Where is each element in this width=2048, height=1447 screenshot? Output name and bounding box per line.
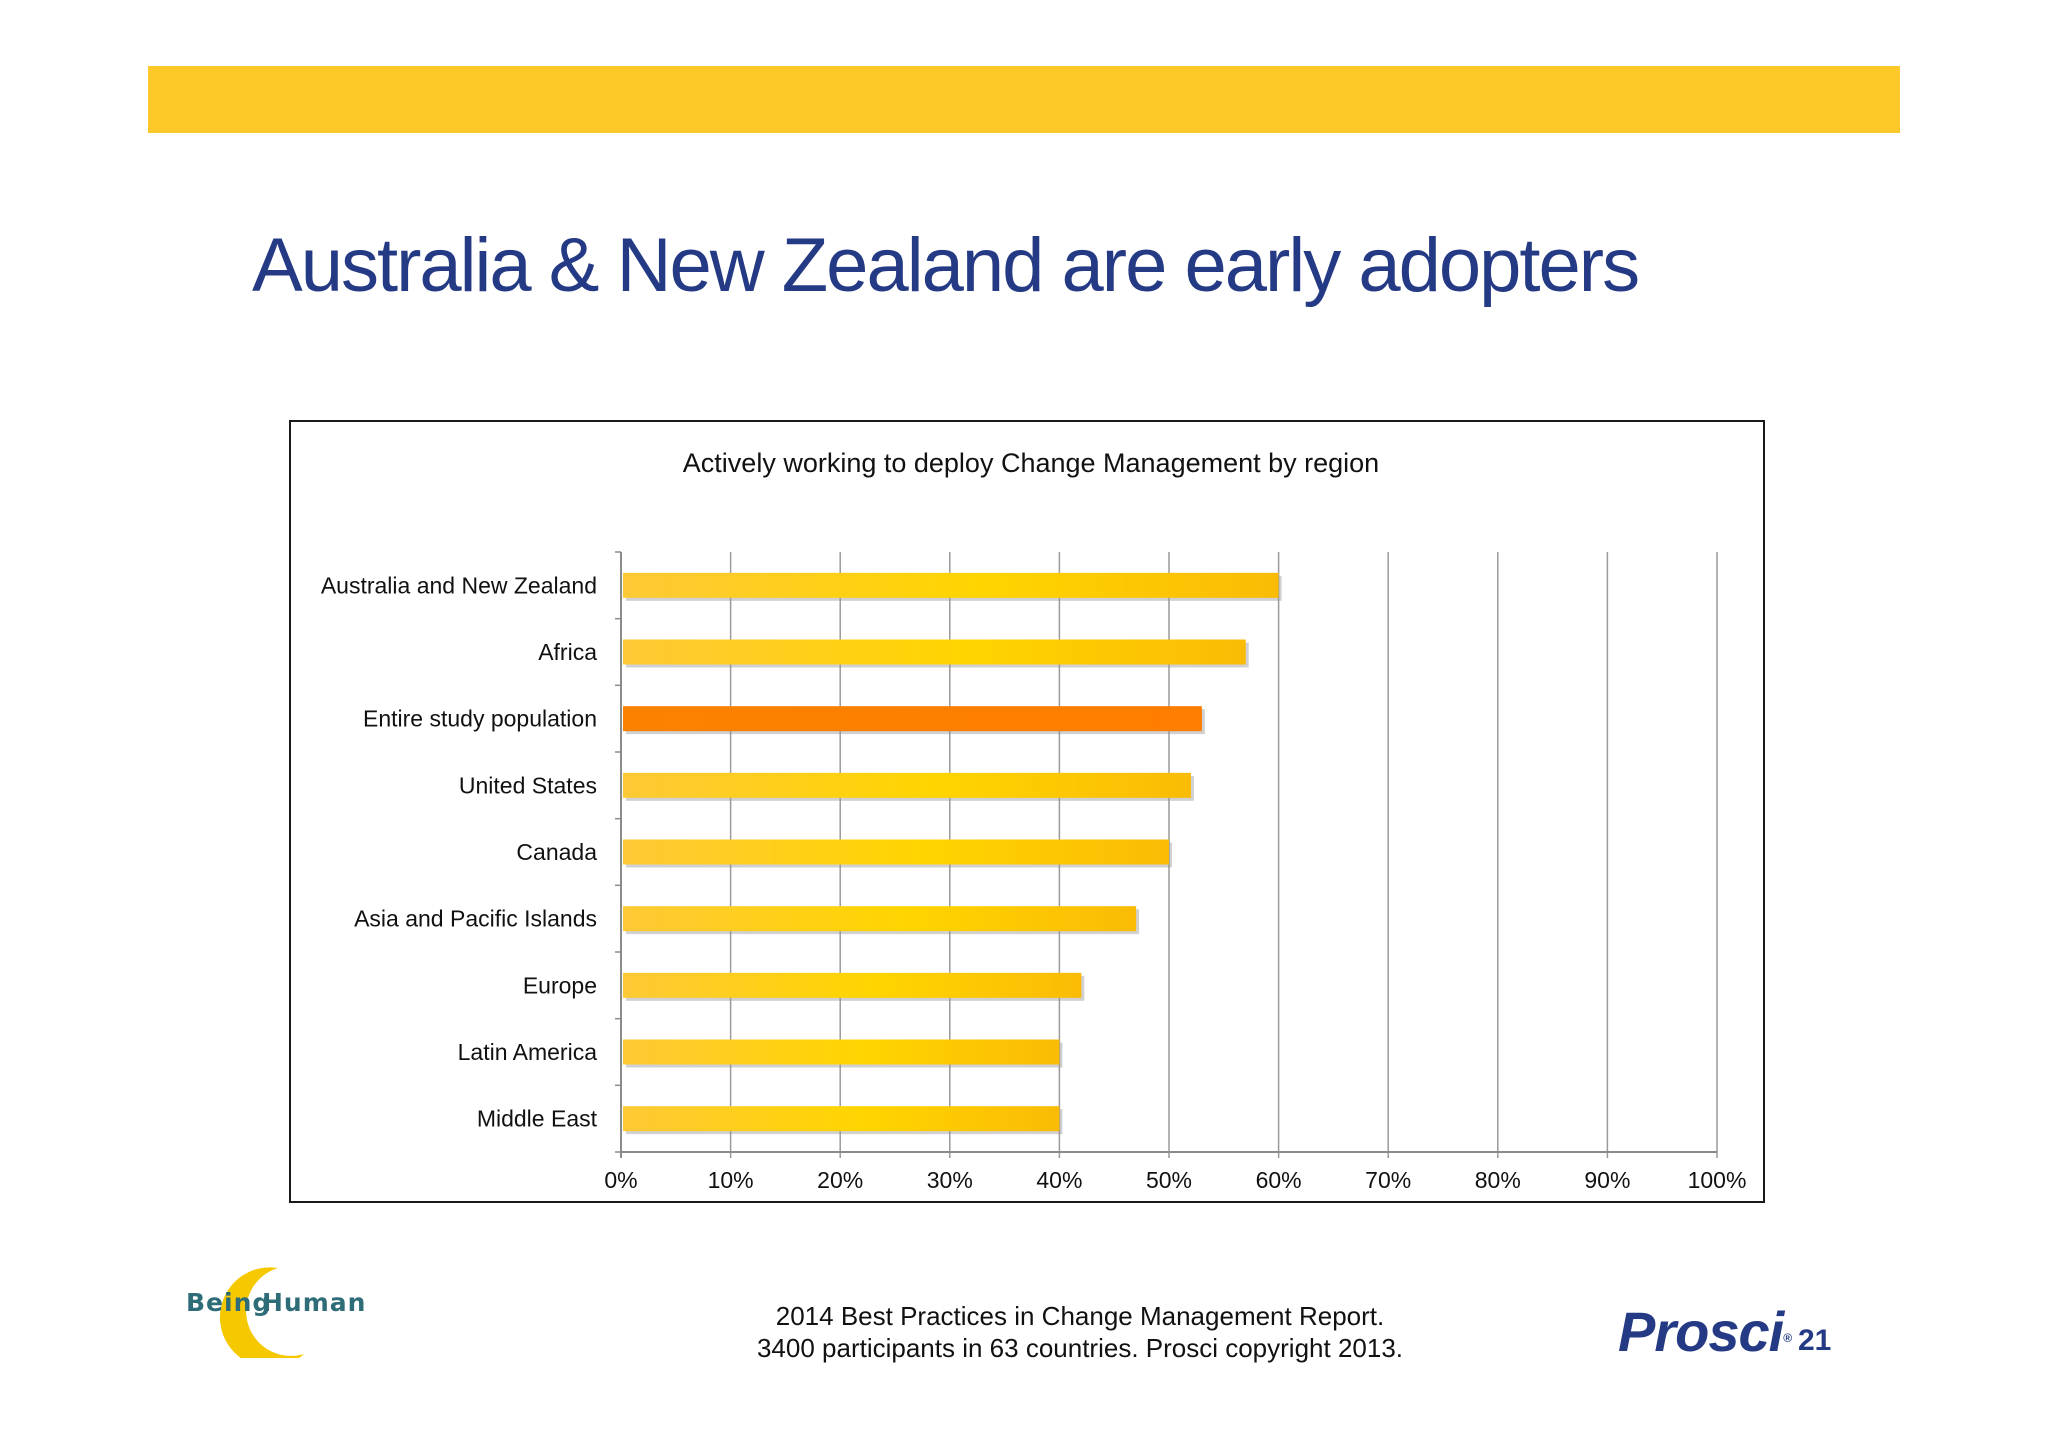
- logo-word-being: Being: [186, 1288, 272, 1317]
- bar: [623, 1039, 1060, 1065]
- chart-frame: Actively working to deploy Change Manage…: [289, 420, 1765, 1203]
- x-tick-label: 10%: [708, 1167, 754, 1193]
- crescent-moon-icon: [219, 1267, 304, 1358]
- x-tick-label: 30%: [927, 1167, 973, 1193]
- being-human-logo: Being Human: [186, 1258, 365, 1358]
- header-band: [148, 66, 1900, 133]
- bar-chart: Actively working to deploy Change Manage…: [321, 448, 1747, 1193]
- x-tick-label: 70%: [1365, 1167, 1411, 1193]
- category-label: Entire study population: [363, 706, 597, 732]
- x-tick-label: 50%: [1146, 1167, 1192, 1193]
- category-label: United States: [459, 772, 597, 798]
- bar-highlight: [623, 706, 1202, 732]
- bar: [623, 906, 1137, 932]
- bar: [623, 839, 1169, 865]
- footer-line-2: 3400 participants in 63 countries. Prosc…: [756, 1333, 1404, 1363]
- x-tick-label: 90%: [1584, 1167, 1630, 1193]
- page-number: 21: [1798, 1324, 1832, 1357]
- category-label: Canada: [516, 839, 597, 865]
- x-tick-label: 40%: [1036, 1167, 1082, 1193]
- footer-line-1: 2014 Best Practices in Change Management…: [775, 1301, 1385, 1331]
- x-tick-label: 20%: [817, 1167, 863, 1193]
- bar: [623, 772, 1191, 798]
- chart-title: Actively working to deploy Change Manage…: [683, 448, 1379, 478]
- slide-title: Australia & New Zealand are early adopte…: [252, 223, 1640, 308]
- category-label: Europe: [523, 972, 597, 998]
- bar: [623, 639, 1246, 665]
- category-label: Africa: [538, 639, 597, 665]
- bar: [623, 972, 1082, 998]
- footer-citation: 2014 Best Practices in Change Management…: [700, 1300, 1460, 1364]
- category-label: Australia and New Zealand: [321, 572, 597, 598]
- x-tick-label: 80%: [1475, 1167, 1521, 1193]
- category-label: Latin America: [458, 1039, 598, 1065]
- x-tick-label: 60%: [1256, 1167, 1302, 1193]
- prosci-logo-text: Prosci: [1618, 1300, 1784, 1363]
- bar: [623, 1106, 1060, 1132]
- logo-word-human: Human: [262, 1288, 367, 1317]
- registered-mark: ®: [1783, 1331, 1792, 1345]
- bar: [623, 572, 1279, 598]
- category-label: Asia and Pacific Islands: [354, 906, 597, 932]
- prosci-logo: Prosci®: [1618, 1300, 1792, 1363]
- category-label: Middle East: [477, 1106, 598, 1132]
- x-tick-label: 0%: [604, 1167, 637, 1193]
- x-tick-label: 100%: [1688, 1167, 1747, 1193]
